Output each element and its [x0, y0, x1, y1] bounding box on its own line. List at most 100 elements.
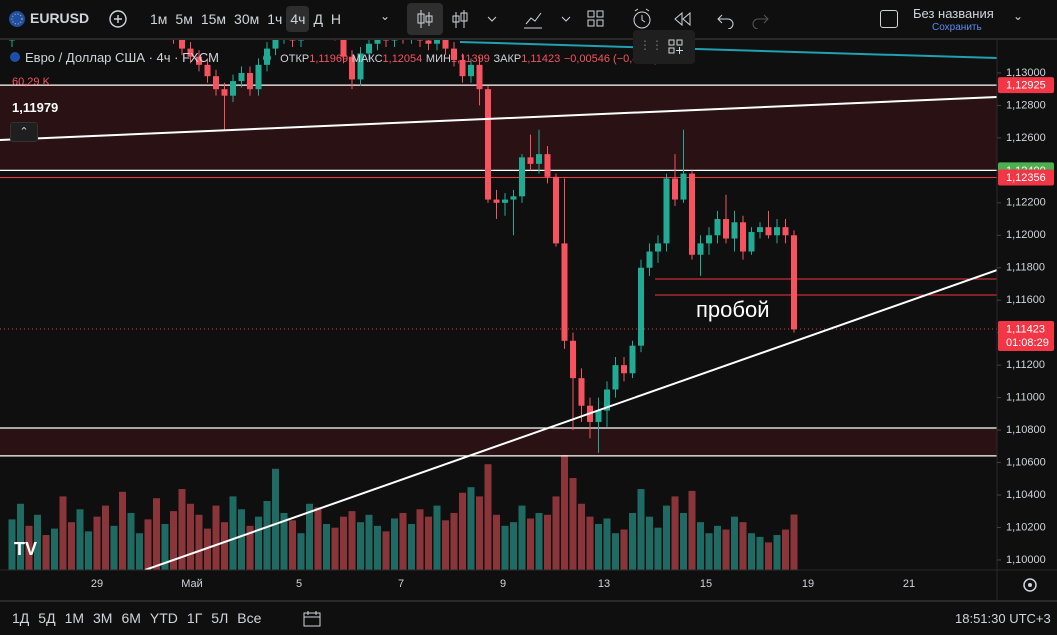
volume-bar	[42, 535, 50, 570]
volume-bar	[331, 527, 339, 570]
chart-type[interactable]	[522, 8, 582, 30]
high-value: 1,12054	[382, 53, 423, 65]
interval-menu[interactable]: ⌄	[380, 9, 391, 23]
range[interactable]: Все	[237, 610, 262, 626]
volume-bar	[382, 531, 390, 570]
range[interactable]: 5Л	[211, 610, 229, 626]
candle-body	[791, 235, 797, 330]
interval[interactable]: 5м	[175, 11, 193, 27]
price-tag-label: 1,12356	[1006, 172, 1046, 184]
candle-body	[578, 378, 585, 406]
range[interactable]: 3М	[93, 610, 113, 626]
date-range[interactable]	[302, 609, 324, 629]
interval[interactable]: 4ч	[286, 6, 310, 32]
candle-body	[366, 43, 372, 54]
candle-body	[383, 40, 389, 41]
layout-icon[interactable]	[880, 10, 898, 28]
clock[interactable]: 18:51:30 UTC+3	[955, 611, 1051, 626]
candle-body	[332, 21, 338, 34]
layout-title[interactable]: Без названия	[913, 6, 994, 21]
range[interactable]: 1М	[64, 610, 85, 626]
low-value: 1,11399	[450, 53, 490, 65]
floating-icon[interactable]	[667, 38, 685, 56]
range[interactable]: 1Д	[12, 610, 30, 626]
indicator-value: 1,11979	[12, 100, 59, 115]
interval[interactable]: 30м	[234, 11, 260, 27]
volume-value: 60,29 K	[12, 76, 50, 88]
candle-body	[536, 154, 542, 164]
layout-menu[interactable]: ⌄	[1013, 9, 1024, 23]
volume-bar	[136, 533, 143, 570]
candle-body	[137, 11, 143, 19]
volume-bar	[467, 487, 475, 570]
volume-bar	[773, 535, 781, 570]
layouts[interactable]	[586, 9, 606, 29]
x-tick-label: Май	[181, 578, 203, 590]
floating-toolbar[interactable]: ⋮⋮	[633, 30, 695, 64]
candle-body	[349, 56, 355, 80]
interval[interactable]: Н	[330, 11, 342, 27]
volume-bar	[586, 516, 594, 570]
candle-body	[468, 64, 474, 77]
y-tick-label: 1,10200	[1006, 521, 1046, 533]
candle-body	[391, 40, 398, 41]
volume-bar	[714, 525, 721, 570]
candle-body	[162, 24, 168, 30]
candle-body	[663, 178, 670, 244]
volume-bar	[433, 505, 441, 570]
price-axis: 1,130001,128001,126001,124001,122001,120…	[997, 67, 1054, 566]
volume-bar	[450, 512, 458, 570]
candle-body	[723, 219, 729, 239]
symbol[interactable]: EURUSD	[30, 10, 90, 26]
open-value: 1,11969	[309, 53, 349, 65]
interval[interactable]: 15м	[200, 11, 227, 27]
volume-bar	[425, 516, 432, 570]
volume-bar	[748, 533, 755, 570]
close-label: ЗАКР	[493, 53, 522, 65]
interval[interactable]: Д	[313, 11, 323, 27]
candle-body	[451, 48, 457, 60]
volume-bar	[153, 498, 160, 570]
volume-bar	[178, 489, 186, 570]
collapse-legend[interactable]: ⌃	[10, 122, 38, 142]
candle-body	[374, 40, 381, 44]
intervals: 1м 5м 15м 30м 1ч 4ч Д Н	[146, 6, 345, 32]
candle-icon	[417, 10, 433, 28]
range[interactable]: 1Г	[186, 610, 203, 626]
candle-body	[604, 389, 610, 411]
bottom-bar: 1Д 5Д 1М 3М 6М YTD 1Г 5Л Все 18:51:30 UTC+3	[0, 600, 1057, 635]
volume-bar	[102, 505, 109, 570]
candle-body	[94, 8, 100, 14]
price-tag	[998, 169, 1054, 186]
add-symbol[interactable]	[108, 9, 128, 29]
undo-redo[interactable]	[716, 9, 786, 29]
plot	[0, 8, 997, 570]
alert-replay[interactable]	[630, 7, 700, 31]
settings[interactable]	[1023, 578, 1037, 592]
volume-bar	[170, 511, 177, 570]
interval[interactable]: 1м	[150, 11, 168, 27]
candle-body	[765, 227, 772, 236]
candle-body	[493, 199, 500, 203]
candle-body	[171, 24, 177, 37]
legend-icon	[10, 52, 20, 62]
interval[interactable]: 1ч	[267, 11, 283, 27]
candle-body	[774, 227, 780, 236]
candle-body	[145, 11, 151, 21]
candle-body	[502, 199, 508, 203]
candle-body	[595, 410, 602, 422]
last-price-tag	[998, 320, 1054, 351]
candle-body	[757, 227, 763, 233]
range[interactable]: 5Д	[38, 610, 56, 626]
volume-bar	[569, 478, 577, 570]
x-tick-label: 15	[700, 578, 712, 590]
indicators[interactable]	[452, 8, 502, 30]
volume-bar	[127, 512, 135, 570]
candle-style[interactable]	[407, 3, 443, 35]
range[interactable]: YTD	[149, 610, 178, 626]
range[interactable]: 6М	[121, 610, 141, 626]
candle-body	[281, 28, 287, 38]
trendline	[144, 269, 997, 570]
candle-body	[60, 11, 66, 19]
